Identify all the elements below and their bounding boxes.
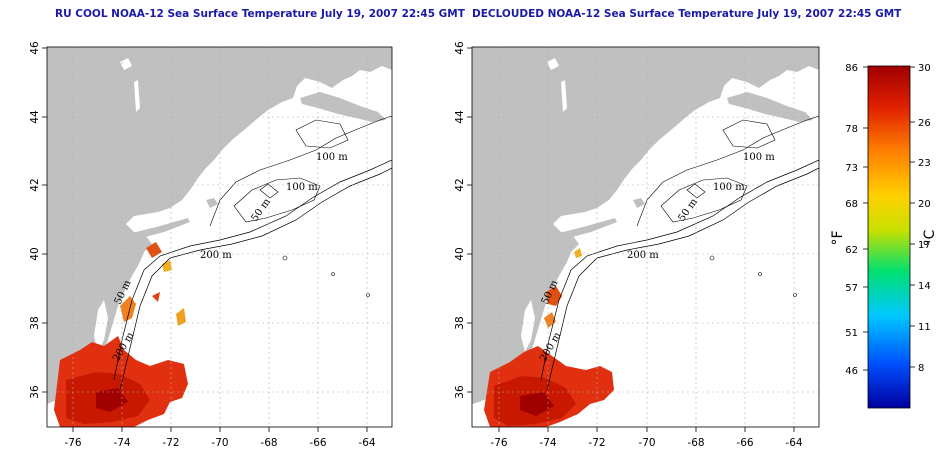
y-tick-label: 44: [29, 110, 41, 124]
y-tick-label: 40: [454, 247, 466, 260]
colorbar-c-tick: 20: [918, 199, 931, 210]
colorbar-c-tick: 23: [918, 158, 931, 169]
x-tick-label: -66: [736, 437, 753, 449]
colorbar-c-tick: 26: [918, 118, 931, 129]
y-tick-label: 40: [29, 247, 41, 260]
y-tick-label: 42: [29, 178, 41, 191]
colorbar-f-tick: 78: [845, 124, 858, 135]
contour-label: 200 m: [627, 250, 659, 261]
contour-label: 100 m: [286, 182, 318, 193]
x-tick-label: -74: [113, 437, 130, 449]
colorbar-f-tick: 51: [845, 328, 858, 339]
colorbar-f-tick: 62: [845, 245, 858, 256]
x-tick-label: -66: [309, 437, 326, 449]
colorbar-unit-fahrenheit: °F: [830, 230, 846, 245]
x-tick-label: -64: [785, 437, 802, 449]
left-panel-title: RU COOL NOAA-12 Sea Surface Temperature …: [55, 8, 465, 20]
colorbar-f-tick: 73: [845, 163, 858, 174]
left-map-panel: 100 m 100 m 50 m 200 m 50 m 200 m -76 -7…: [29, 41, 393, 449]
right-map-panel: 100 m 100 m 50 m 200 m 50 m 200 m -76 -7…: [454, 41, 820, 449]
x-tick-label: -70: [211, 437, 228, 449]
y-tick-label: 38: [454, 316, 466, 329]
y-tick-label: 38: [29, 316, 41, 329]
colorbar-f-tick: 46: [845, 366, 858, 377]
colorbar-gradient: [867, 65, 911, 409]
y-tick-label: 46: [29, 41, 41, 55]
x-tick-label: -70: [638, 437, 655, 449]
contour-label: 100 m: [316, 152, 348, 163]
y-tick-label: 36: [454, 385, 466, 399]
colorbar-f-tick: 68: [845, 199, 858, 210]
x-tick-label: -72: [588, 437, 605, 449]
y-tick-label: 36: [29, 385, 41, 399]
y-tick-label: 44: [454, 110, 466, 124]
x-tick-label: -68: [260, 437, 277, 449]
x-tick-label: -64: [358, 437, 375, 449]
colorbar-c-tick: 11: [918, 322, 931, 333]
right-panel-title: DECLOUDED NOAA-12 Sea Surface Temperatur…: [472, 8, 902, 20]
x-tick-label: -72: [162, 437, 179, 449]
y-tick-label: 42: [454, 178, 466, 191]
colorbar-c-tick: 8: [918, 363, 924, 374]
colorbar-unit-celsius: °C: [922, 229, 938, 246]
contour-label: 100 m: [713, 182, 745, 193]
land-mass: [472, 47, 819, 404]
x-tick-label: -68: [687, 437, 704, 449]
colorbar: 86 78 73 68 62 57 51 46 30 26 23 20 17 1…: [830, 63, 938, 409]
colorbar-c-tick: 17: [918, 240, 931, 251]
colorbar-f-tick: 57: [845, 283, 858, 294]
x-tick-label: -74: [539, 437, 556, 449]
land-mass: [47, 47, 392, 404]
colorbar-c-tick: 14: [918, 281, 931, 292]
y-tick-label: 46: [454, 41, 466, 55]
x-tick-label: -76: [64, 437, 81, 449]
contour-label: 100 m: [743, 152, 775, 163]
colorbar-f-tick: 86: [845, 63, 858, 74]
contour-label: 200 m: [200, 250, 232, 261]
colorbar-c-tick: 30: [918, 63, 931, 74]
x-tick-label: -76: [490, 437, 507, 449]
